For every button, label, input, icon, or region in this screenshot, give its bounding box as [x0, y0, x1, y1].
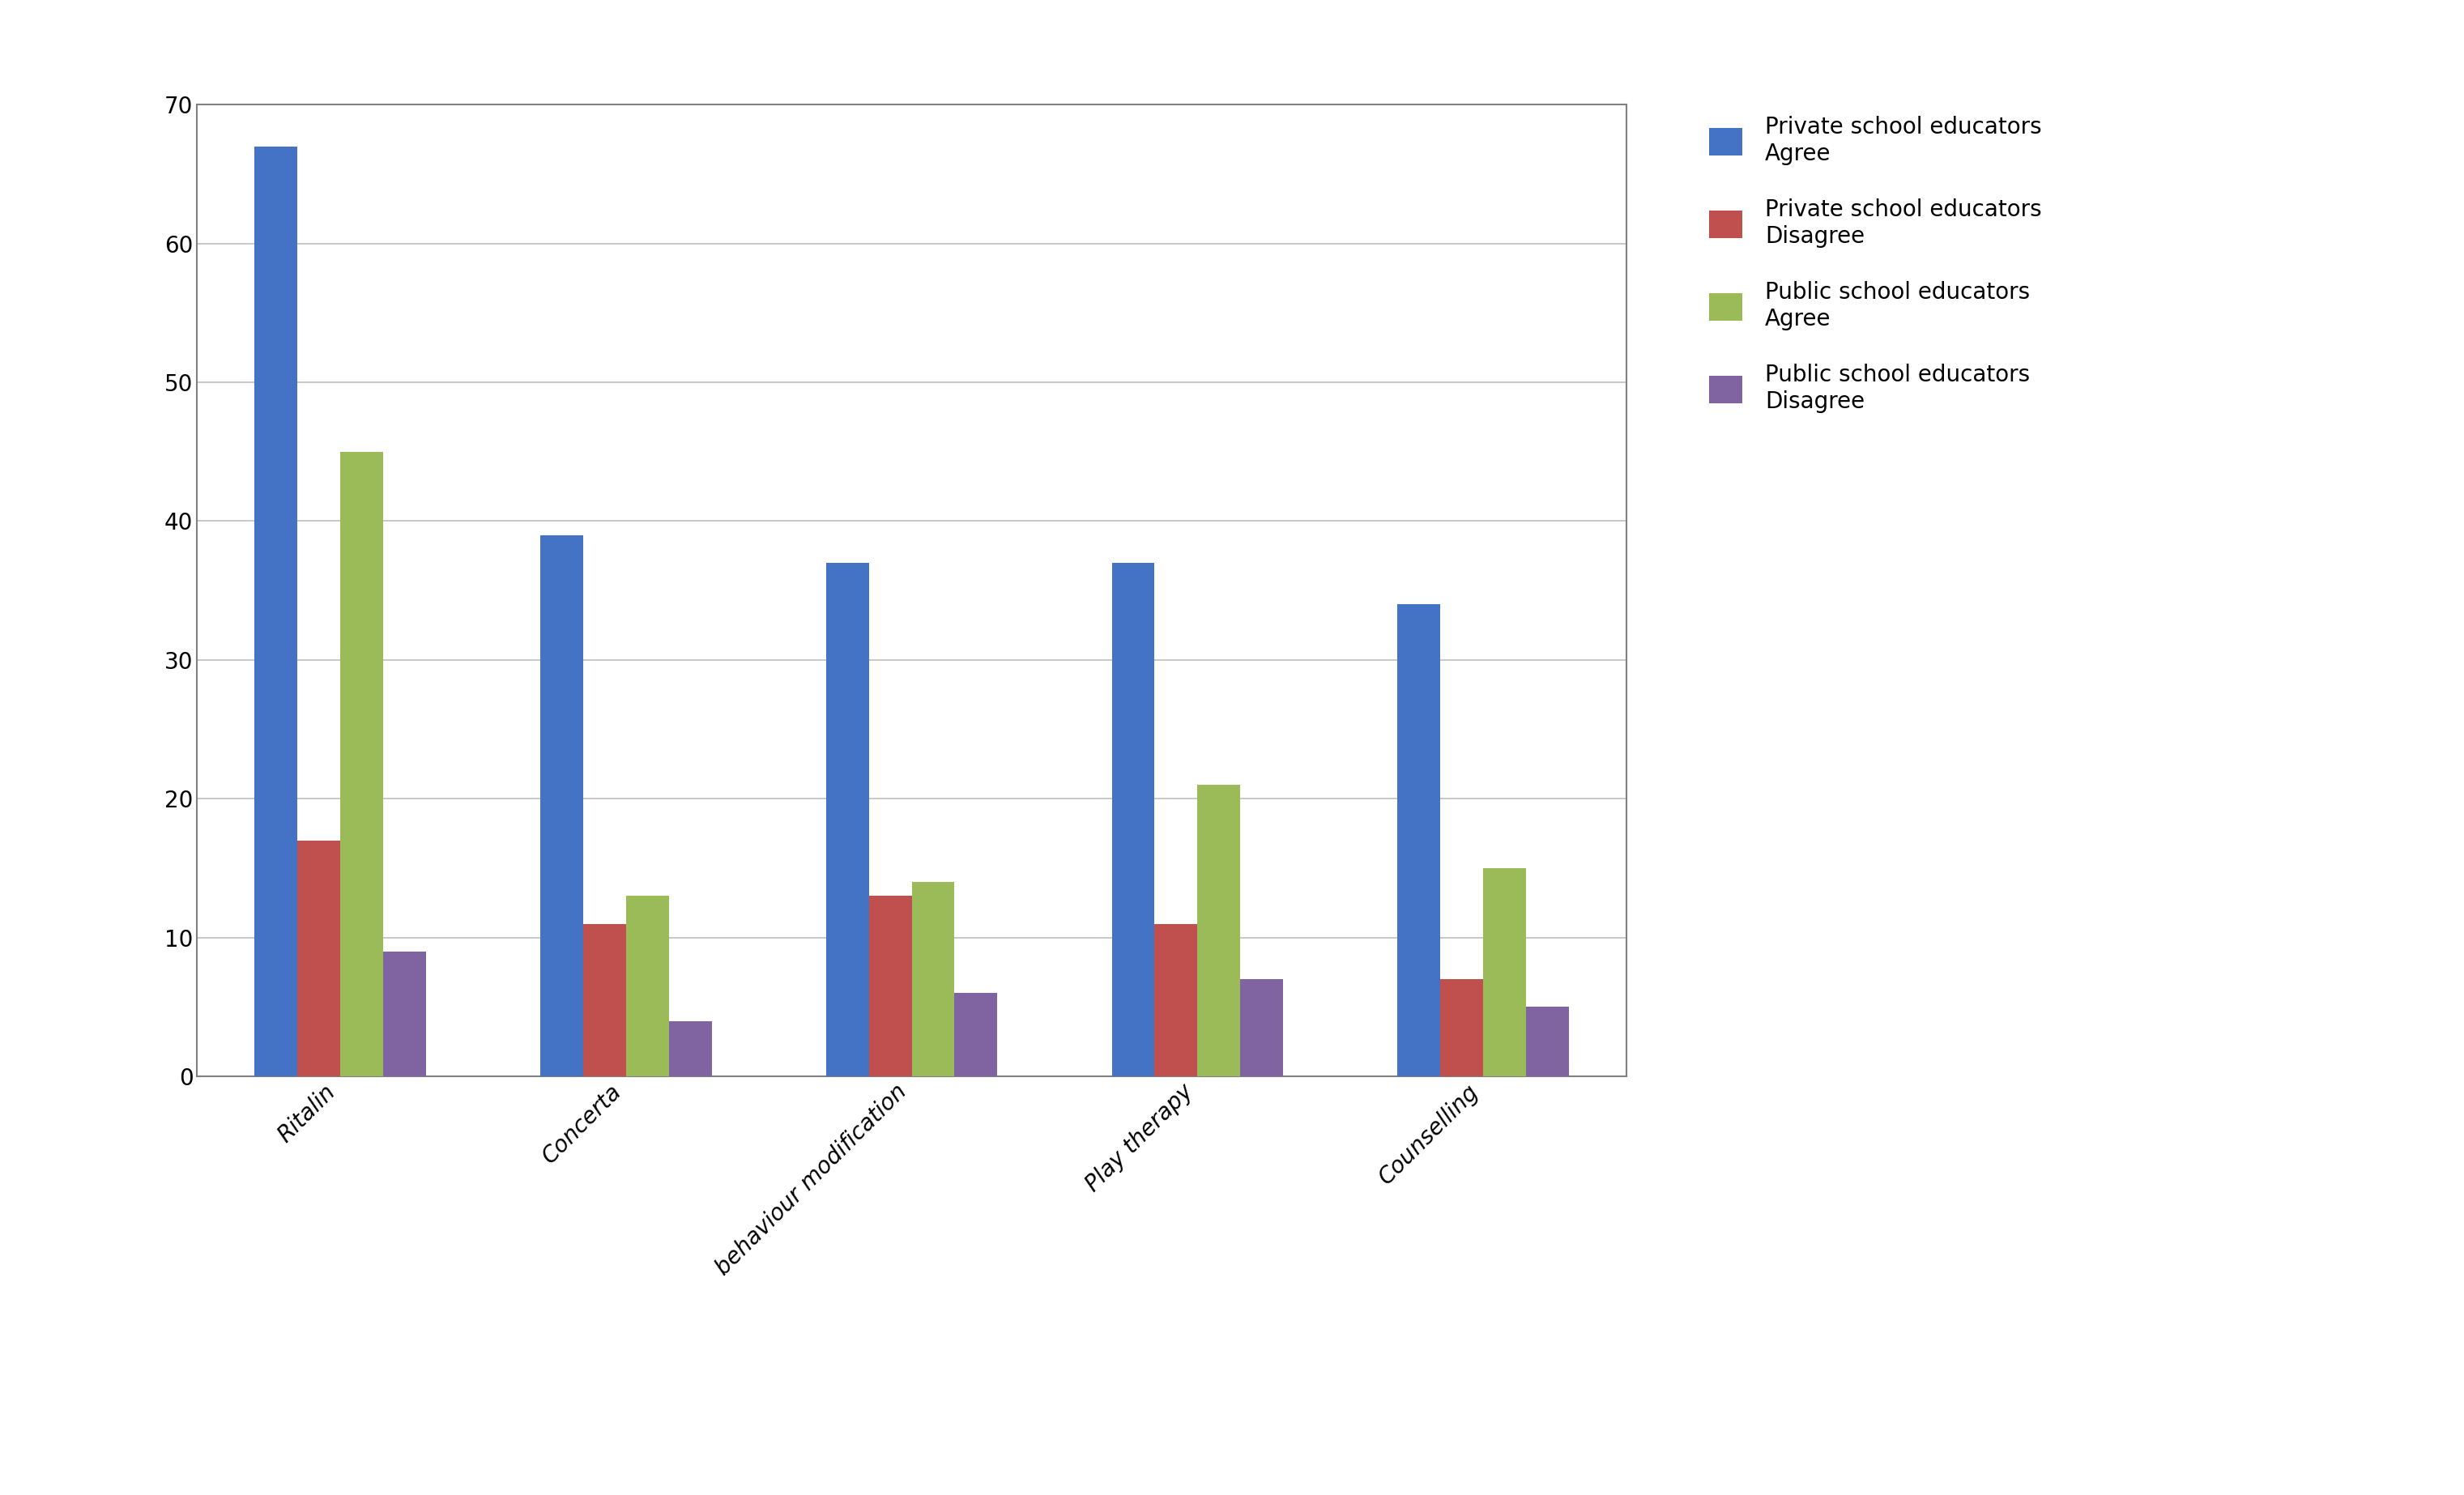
- Bar: [254, 147, 298, 1076]
- Bar: [1239, 979, 1284, 1076]
- Bar: [1525, 1008, 1570, 1076]
- Bar: [1198, 785, 1239, 1076]
- Bar: [340, 451, 382, 1076]
- Bar: [584, 924, 626, 1076]
- Bar: [870, 896, 912, 1076]
- Bar: [912, 882, 954, 1076]
- Bar: [540, 535, 584, 1076]
- Bar: [1397, 604, 1441, 1076]
- Bar: [1483, 869, 1525, 1076]
- Legend: Private school educators
Agree, Private school educators
Disagree, Public school: Private school educators Agree, Private …: [1710, 117, 2043, 413]
- Bar: [1441, 979, 1483, 1076]
- Bar: [298, 840, 340, 1076]
- Bar: [1111, 562, 1156, 1076]
- Bar: [382, 951, 426, 1076]
- Bar: [668, 1021, 712, 1076]
- Bar: [825, 562, 870, 1076]
- Bar: [954, 993, 998, 1076]
- Bar: [1156, 924, 1198, 1076]
- Bar: [626, 896, 668, 1076]
